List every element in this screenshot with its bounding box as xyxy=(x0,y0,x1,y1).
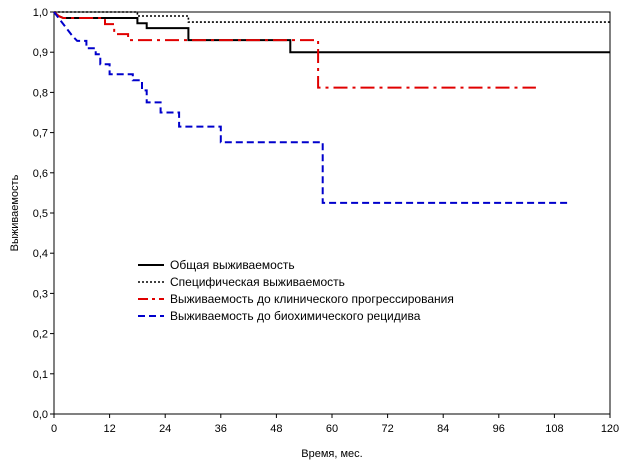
y-tick-label: 0,2 xyxy=(33,329,48,341)
x-tick-label: 36 xyxy=(215,423,227,435)
y-tick-label: 0,8 xyxy=(33,87,48,99)
series-line-4 xyxy=(53,11,569,204)
series-line-2 xyxy=(54,11,610,23)
y-tick-label: 0,6 xyxy=(33,168,48,180)
legend: Общая выживаемость Специфическая выживаем… xyxy=(138,258,454,323)
x-tick-label: 60 xyxy=(326,423,338,435)
legend-label: Общая выживаемость xyxy=(170,258,295,272)
x-tick-label: 120 xyxy=(601,423,619,435)
legend-label: Выживаемость до биохимического рецидива xyxy=(170,309,421,323)
x-tick-label: 96 xyxy=(493,423,505,435)
x-axis-ticks: 0 12 24 36 48 60 72 84 96 108 120 xyxy=(51,414,619,435)
x-tick-label: 108 xyxy=(545,423,563,435)
x-tick-label: 84 xyxy=(437,423,449,435)
plot-area xyxy=(53,11,611,415)
y-tick-label: 0,0 xyxy=(33,409,48,421)
x-axis-title: Время, мес. xyxy=(301,448,362,460)
legend-label: Выживаемость до клинического прогрессиро… xyxy=(170,292,454,306)
x-tick-label: 12 xyxy=(103,423,115,435)
legend-label: Специфическая выживаемость xyxy=(170,275,345,289)
y-tick-label: 0,4 xyxy=(33,248,48,260)
y-axis-ticks: 0,0 0,1 0,2 0,3 0,4 0,5 0,6 0,7 0,8 0,9 1,0 xyxy=(33,7,54,421)
x-tick-label: 24 xyxy=(159,423,171,435)
y-tick-label: 0,5 xyxy=(33,208,48,220)
y-axis-title: Выживаемость xyxy=(9,174,21,251)
y-tick-label: 0,9 xyxy=(33,47,48,59)
series-line-3 xyxy=(53,11,536,89)
y-tick-label: 0,1 xyxy=(33,369,48,381)
y-tick-label: 0,3 xyxy=(33,288,48,300)
x-tick-label: 0 xyxy=(51,423,57,435)
y-tick-label: 1,0 xyxy=(33,7,48,19)
x-tick-label: 48 xyxy=(270,423,282,435)
y-tick-label: 0,7 xyxy=(33,128,48,140)
x-tick-label: 72 xyxy=(381,423,393,435)
series-lines xyxy=(53,11,610,204)
